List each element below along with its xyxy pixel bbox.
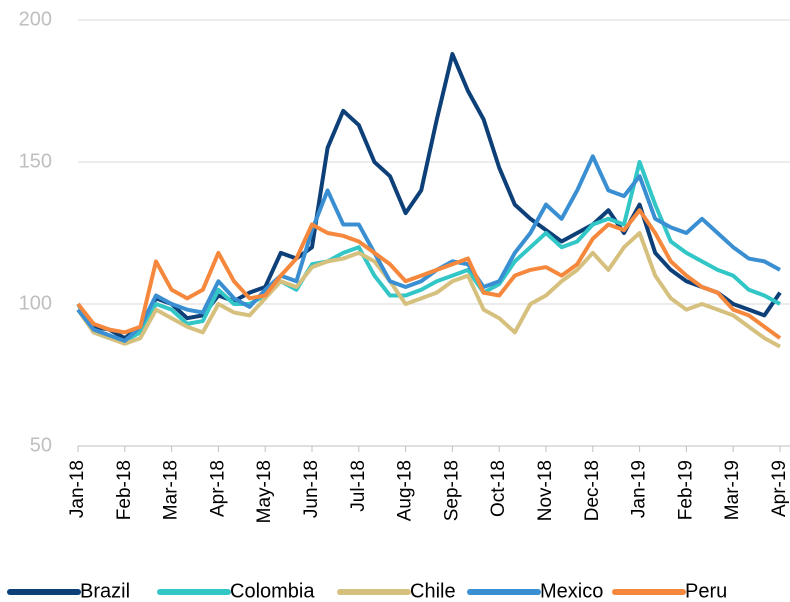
x-tick-label: Jan-18 [67,460,88,518]
x-tick-label: Feb-19 [675,460,696,520]
y-tick-label: 100 [19,292,52,314]
x-tick-label: Apr-18 [207,460,228,517]
x-tick-label: Aug-18 [395,460,416,521]
y-tick-label: 50 [30,434,52,456]
x-tick-label: Oct-18 [488,460,509,517]
legend-label: Colombia [230,580,315,602]
series-line [76,52,782,341]
x-tick-label: Mar-18 [161,460,182,520]
series-line [76,208,782,340]
x-tick-label: Sep-18 [441,460,462,521]
y-tick-label: 150 [19,150,52,172]
x-tick-label: May-18 [254,460,275,523]
x-tick-label: Jul-18 [348,460,369,512]
y-tick-label: 200 [19,8,52,30]
legend-label: Mexico [540,580,603,602]
x-tick-label: Jan-19 [629,460,650,518]
x-tick-label: Dec-18 [582,460,603,521]
series-line [76,231,781,349]
legend-label: Chile [410,580,456,602]
x-tick-label: Feb-18 [114,460,135,520]
legend-label: Peru [685,580,727,602]
series-line [76,154,781,343]
legend-label: Brazil [80,580,130,602]
x-tick-label: Mar-19 [722,460,743,520]
x-tick-label: Nov-18 [535,460,556,521]
x-tick-label: Jun-18 [301,460,322,518]
x-tick-label: Apr-19 [769,460,790,517]
